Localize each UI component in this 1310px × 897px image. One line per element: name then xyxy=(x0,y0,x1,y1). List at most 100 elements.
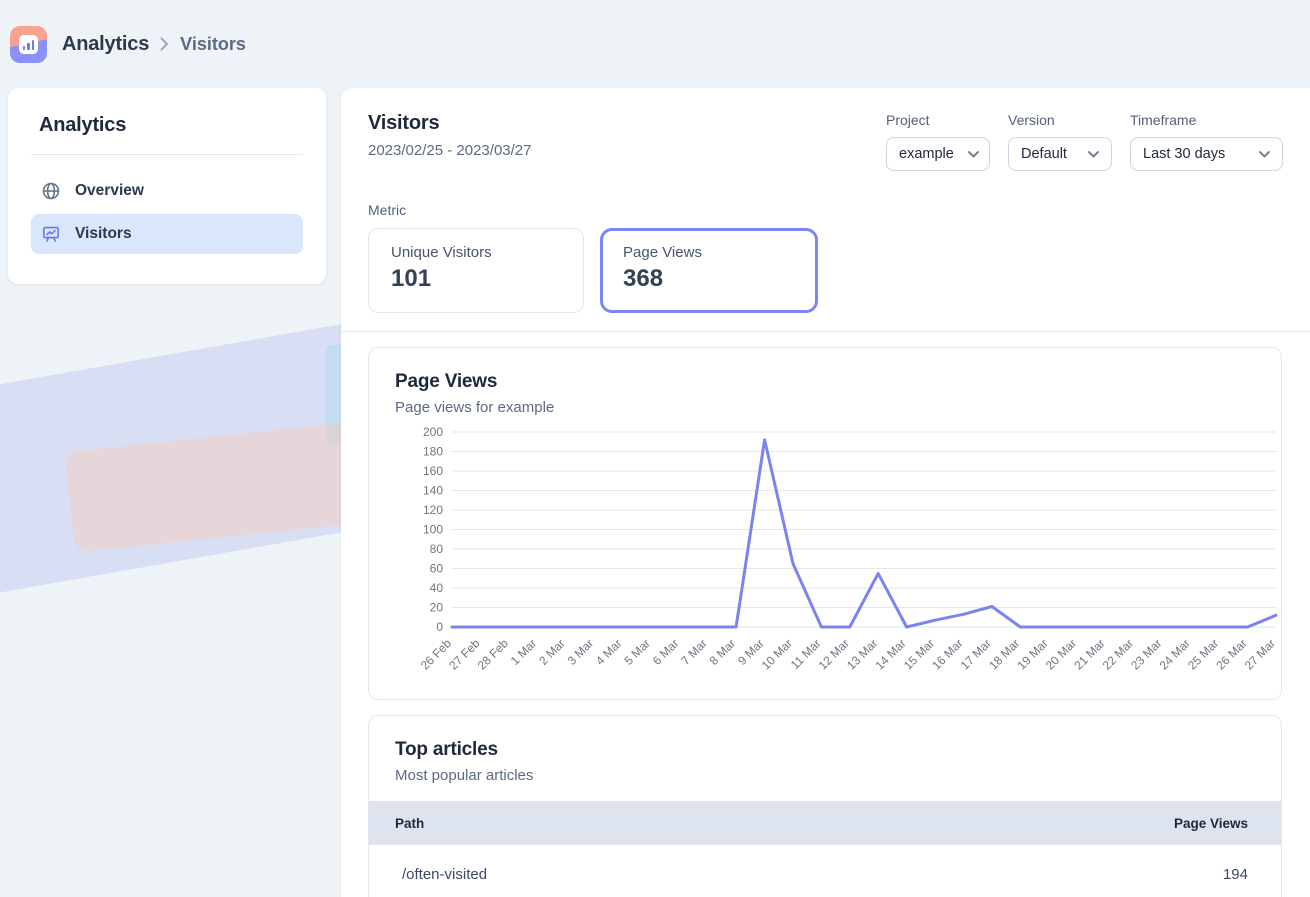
metric-name: Page Views xyxy=(623,244,702,261)
article-page-views: 194 xyxy=(1222,865,1248,883)
table-row[interactable]: /often-visited 194 xyxy=(369,845,1281,897)
svg-text:120: 120 xyxy=(423,503,443,517)
svg-text:27 Feb: 27 Feb xyxy=(446,636,483,673)
chevron-right-icon xyxy=(160,37,169,51)
metric-card-unique-visitors[interactable]: Unique Visitors 101 xyxy=(368,228,584,313)
column-header-path: Path xyxy=(395,815,425,831)
chevron-down-icon xyxy=(1259,150,1270,158)
analytics-logo-icon xyxy=(10,25,47,63)
bar-chart-icon xyxy=(19,34,38,54)
timeframe-select-value: Last 30 days xyxy=(1143,146,1226,162)
metric-section-label: Metric xyxy=(368,202,407,218)
svg-text:60: 60 xyxy=(430,562,444,576)
project-select-value: example xyxy=(899,146,954,162)
svg-text:5 Mar: 5 Mar xyxy=(621,636,653,668)
svg-text:180: 180 xyxy=(423,445,443,459)
chart-title: Page Views xyxy=(395,371,498,392)
svg-text:20 Mar: 20 Mar xyxy=(1043,636,1079,672)
chevron-down-icon xyxy=(1088,150,1099,158)
filter-label: Version xyxy=(1008,112,1055,128)
filters: Project example Version Default xyxy=(886,112,1283,171)
svg-text:14 Mar: 14 Mar xyxy=(872,636,908,672)
metric-cards: Unique Visitors 101 Page Views 368 xyxy=(341,228,1310,313)
svg-text:7 Mar: 7 Mar xyxy=(678,636,710,668)
sidebar-item-visitors[interactable]: Visitors xyxy=(31,214,303,254)
svg-text:18 Mar: 18 Mar xyxy=(986,636,1022,672)
page-views-chart-card: Page Views Page views for example 0 20 40 6… xyxy=(368,347,1282,700)
svg-text:140: 140 xyxy=(423,484,443,498)
breadcrumb: Analytics Visitors xyxy=(62,33,246,56)
svg-text:28 Feb: 28 Feb xyxy=(475,636,512,673)
section-divider xyxy=(341,331,1310,332)
line-chart: 0 20 40 60 80 100 120 140 160 180 200 26 Feb 27 Feb 2… xyxy=(395,420,1278,687)
main-panel: Visitors 2023/02/25 - 2023/03/27 Project… xyxy=(341,88,1310,897)
project-select[interactable]: example xyxy=(886,137,990,171)
metric-card-page-views[interactable]: Page Views 368 xyxy=(600,228,818,313)
sidebar-divider xyxy=(31,154,303,155)
svg-text:6 Mar: 6 Mar xyxy=(650,636,682,668)
svg-text:24 Mar: 24 Mar xyxy=(1157,636,1193,672)
column-header-page-views: Page Views xyxy=(1173,815,1248,831)
metric-name: Unique Visitors xyxy=(391,244,492,261)
globe-icon xyxy=(41,181,61,201)
svg-text:26 Mar: 26 Mar xyxy=(1213,636,1249,672)
svg-text:21 Mar: 21 Mar xyxy=(1071,636,1107,672)
breadcrumb-root[interactable]: Analytics xyxy=(62,32,150,55)
svg-text:13 Mar: 13 Mar xyxy=(844,636,880,672)
svg-text:3 Mar: 3 Mar xyxy=(565,636,597,668)
svg-text:25 Mar: 25 Mar xyxy=(1185,636,1221,672)
page-title: Visitors xyxy=(368,112,440,134)
title-block: Visitors 2023/02/25 - 2023/03/27 xyxy=(368,112,531,159)
top-articles-body: /often-visited 194 xyxy=(369,845,1281,897)
filter-timeframe: Timeframe Last 30 days xyxy=(1130,112,1283,171)
svg-text:8 Mar: 8 Mar xyxy=(707,636,739,668)
version-select-value: Default xyxy=(1021,146,1067,162)
svg-text:0: 0 xyxy=(436,620,443,634)
svg-text:23 Mar: 23 Mar xyxy=(1128,636,1164,672)
sidebar: Analytics Overview Visitors xyxy=(8,88,326,284)
top-articles-subtitle: Most popular articles xyxy=(395,767,534,784)
svg-text:2 Mar: 2 Mar xyxy=(536,636,568,668)
sidebar-item-label: Overview xyxy=(75,182,144,199)
top-articles-title: Top articles xyxy=(395,739,498,760)
metric-value: 101 xyxy=(391,265,432,292)
table-header: Path Page Views xyxy=(369,801,1281,845)
sidebar-item-overview[interactable]: Overview xyxy=(31,171,303,211)
svg-text:4 Mar: 4 Mar xyxy=(593,636,625,668)
article-path: /often-visited xyxy=(402,865,488,883)
chart-subtitle: Page views for example xyxy=(395,399,555,416)
svg-text:1 Mar: 1 Mar xyxy=(508,636,540,668)
breadcrumb-current: Visitors xyxy=(180,33,246,54)
filter-label: Timeframe xyxy=(1130,112,1197,128)
filter-version: Version Default xyxy=(1008,112,1112,171)
svg-text:27 Mar: 27 Mar xyxy=(1242,636,1278,672)
sidebar-item-label: Visitors xyxy=(75,225,132,242)
svg-text:20: 20 xyxy=(430,601,444,615)
svg-text:22 Mar: 22 Mar xyxy=(1100,636,1136,672)
main-header: Visitors 2023/02/25 - 2023/03/27 Project… xyxy=(341,88,1310,171)
sidebar-title: Analytics xyxy=(39,114,127,136)
chevron-down-icon xyxy=(967,150,979,158)
date-range: 2023/02/25 - 2023/03/27 xyxy=(368,142,532,159)
svg-text:16 Mar: 16 Mar xyxy=(929,636,965,672)
version-select[interactable]: Default xyxy=(1008,137,1112,171)
metric-value: 368 xyxy=(623,265,664,292)
svg-text:200: 200 xyxy=(423,425,443,439)
top-bar: Analytics Visitors xyxy=(0,0,1310,88)
svg-text:17 Mar: 17 Mar xyxy=(958,636,994,672)
svg-text:80: 80 xyxy=(430,542,444,556)
top-articles-card: Top articles Most popular articles Path … xyxy=(368,715,1282,897)
presentation-chart-icon xyxy=(41,224,61,244)
svg-text:160: 160 xyxy=(423,464,443,478)
svg-text:15 Mar: 15 Mar xyxy=(901,636,937,672)
svg-text:12 Mar: 12 Mar xyxy=(816,636,852,672)
svg-text:40: 40 xyxy=(430,581,444,595)
svg-text:10 Mar: 10 Mar xyxy=(759,636,795,672)
timeframe-select[interactable]: Last 30 days xyxy=(1130,137,1283,171)
filter-label: Project xyxy=(886,112,930,128)
svg-text:100: 100 xyxy=(423,523,443,537)
filter-project: Project example xyxy=(886,112,990,171)
svg-text:19 Mar: 19 Mar xyxy=(1014,636,1050,672)
svg-text:26 Feb: 26 Feb xyxy=(418,636,455,673)
